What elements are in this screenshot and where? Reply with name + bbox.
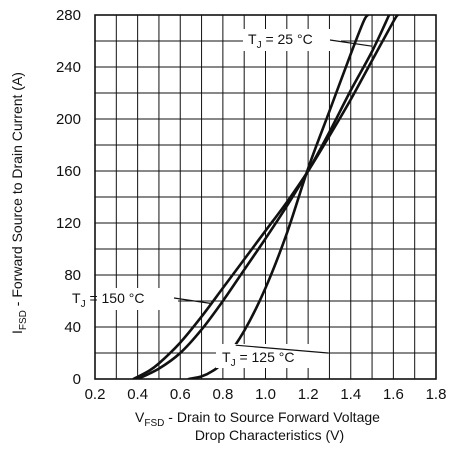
x-tick-label: 0.8: [212, 386, 233, 403]
series-line-tj-125: [132, 15, 399, 379]
y-axis-subscript: FSD: [18, 310, 29, 330]
y-tick-label: 200: [56, 111, 81, 128]
annotation-label-tj-25: TJ = 25 °C: [248, 31, 313, 51]
y-tick-label: 80: [64, 267, 81, 284]
grid: [95, 15, 436, 379]
tick-labels: 0.2 0.4 0.6 0.8 1.0 1.2 1.4 1.6 1.8 0 40 80 120 160 20…: [56, 7, 446, 403]
annotation-background: [70, 288, 178, 310]
y-tick-label: 240: [56, 59, 81, 76]
x-axis-subscript: FSD: [144, 418, 164, 429]
x-tick-label: 1.0: [255, 386, 276, 403]
x-tick-label: 0.4: [127, 386, 148, 403]
series-line-tj-150: [136, 15, 391, 379]
x-tick-label: 1.8: [426, 386, 447, 403]
series-lines: [132, 15, 399, 379]
y-axis-symbol: I: [9, 330, 25, 334]
annotation-leader-line: [329, 39, 373, 47]
annotation-label-tj-150: TJ = 150 °C: [72, 290, 144, 310]
x-tick-label: 0.6: [170, 386, 191, 403]
x-tick-label: 1.6: [383, 386, 404, 403]
annotation-leader-line: [235, 344, 329, 354]
x-axis-title-text: - Drain to Source Forward Voltage: [164, 409, 380, 425]
x-axis-title-line2: Drop Characteristics (V): [195, 427, 344, 443]
annotation-label-tj-125: TJ = 125 °C: [222, 349, 294, 369]
y-tick-label: 280: [56, 7, 81, 24]
x-axis-title: VFSD - Drain to Source Forward Voltage: [135, 409, 380, 429]
y-axis-title-text: - Forward Source to Drain Current (A): [9, 72, 25, 310]
annotation-leader-line: [173, 297, 213, 305]
x-tick-label: 1.2: [298, 386, 319, 403]
plot-frame: [94, 14, 437, 380]
annotation-background: [243, 29, 341, 51]
y-axis-title: IFSD - Forward Source to Drain Current (…: [9, 72, 29, 334]
y-tick-label: 160: [56, 163, 81, 180]
annotations: TJ = 25 °C TJ = 150 °C TJ = 125 °C: [70, 29, 373, 369]
series-line-tj-25: [187, 15, 370, 379]
y-tick-label: 40: [64, 319, 81, 336]
y-tick-label: 0: [73, 371, 81, 388]
y-tick-label: 120: [56, 215, 81, 232]
x-tick-label: 0.2: [85, 386, 106, 403]
x-axis-symbol: V: [135, 409, 145, 425]
x-tick-label: 1.4: [340, 386, 361, 403]
